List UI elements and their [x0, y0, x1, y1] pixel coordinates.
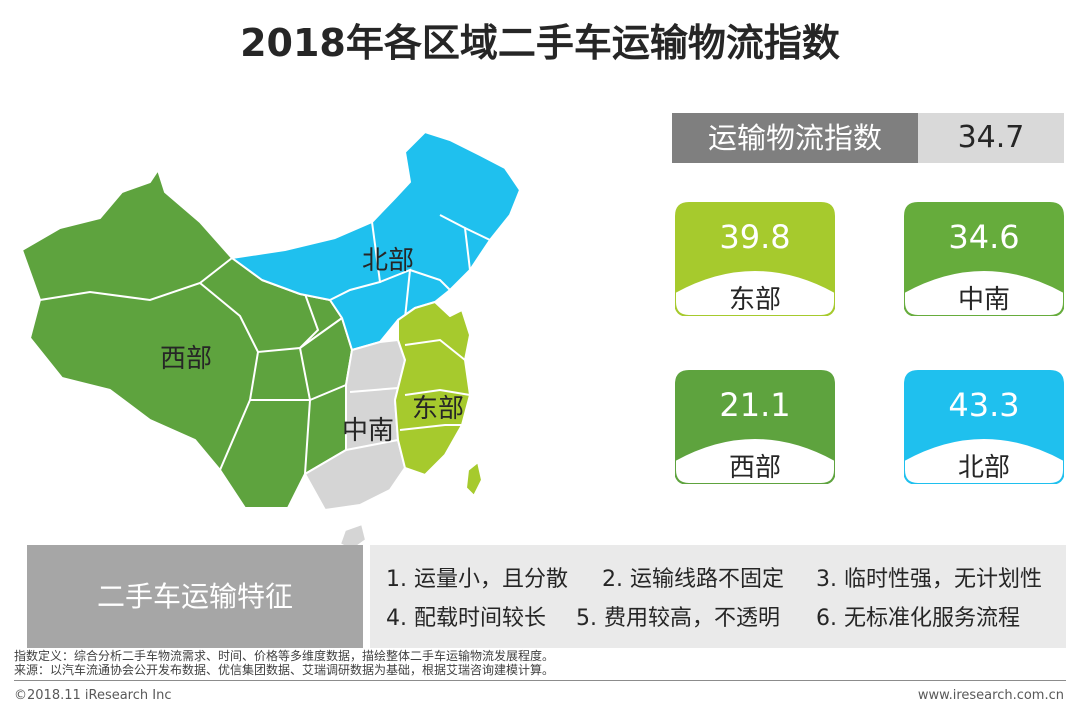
card-name: 西部 — [728, 453, 781, 483]
source-note: 来源：以汽车流通协会公开发布数据、优信集团数据、艾瑞调研数据为基础，根据艾瑞咨询… — [14, 663, 555, 677]
map-taiwan-island — [464, 460, 484, 498]
card-shape — [675, 370, 835, 484]
copyright: ©2018.11 iResearch Inc — [14, 688, 172, 703]
overall-index-box: 运输物流指数 34.7 — [672, 113, 1064, 163]
feature-item: 5. 费用较高，不透明 — [576, 606, 780, 631]
feature-item: 1. 运量小，且分散 — [386, 567, 568, 592]
map-borders-east — [399, 338, 471, 431]
footnotes: 指数定义：综合分析二手车物流需求、时间、价格等多维度数据，描绘整体二手车运输物流… — [14, 649, 554, 677]
card-value: 39.8 — [719, 218, 791, 256]
card-name: 东部 — [728, 285, 781, 315]
map-label-central: 中南 — [342, 416, 395, 446]
footer-divider — [14, 680, 1066, 681]
region-card-west: 21.1 西部 — [675, 370, 835, 484]
map-borders-west — [39, 257, 347, 475]
card-value: 21.1 — [719, 386, 791, 424]
feature-item: 3. 临时性强，无计划性 — [816, 567, 1042, 592]
card-value: 43.3 — [948, 386, 1020, 424]
region-card-east: 39.8 东部 — [675, 202, 835, 316]
features-label: 二手车运输特征 — [27, 545, 363, 648]
map-region-north — [231, 131, 521, 351]
card-name: 中南 — [957, 285, 1010, 315]
overall-index-value: 34.7 — [918, 113, 1064, 163]
feature-item: 4. 配载时间较长 — [386, 606, 546, 631]
card-shape — [675, 202, 835, 316]
card-shape — [904, 202, 1064, 316]
region-card-central-south: 34.6 中南 — [904, 202, 1064, 316]
card-name: 北部 — [957, 453, 1010, 483]
map-label-north: 北部 — [362, 246, 415, 276]
card-shape — [904, 370, 1064, 484]
overall-index-label: 运输物流指数 — [672, 113, 918, 163]
feature-item: 2. 运输线路不固定 — [602, 567, 784, 592]
features-list: 1. 运量小，且分散 2. 运输线路不固定 3. 临时性强，无计划性 4. 配载… — [370, 545, 1066, 648]
region-card-north: 43.3 北部 — [904, 370, 1064, 484]
page-title: 2018年各区域二手车运输物流指数 — [240, 21, 840, 65]
definition-note: 指数定义：综合分析二手车物流需求、时间、价格等多维度数据，描绘整体二手车运输物流… — [14, 649, 555, 663]
map-borders-north — [329, 214, 491, 319]
map-borders-central — [345, 387, 399, 451]
map-label-west: 西部 — [160, 344, 213, 374]
card-value: 34.6 — [948, 218, 1020, 256]
feature-item: 6. 无标准化服务流程 — [816, 606, 1020, 631]
map-label-east: 东部 — [412, 394, 465, 424]
website-url: www.iresearch.com.cn — [917, 688, 1064, 703]
